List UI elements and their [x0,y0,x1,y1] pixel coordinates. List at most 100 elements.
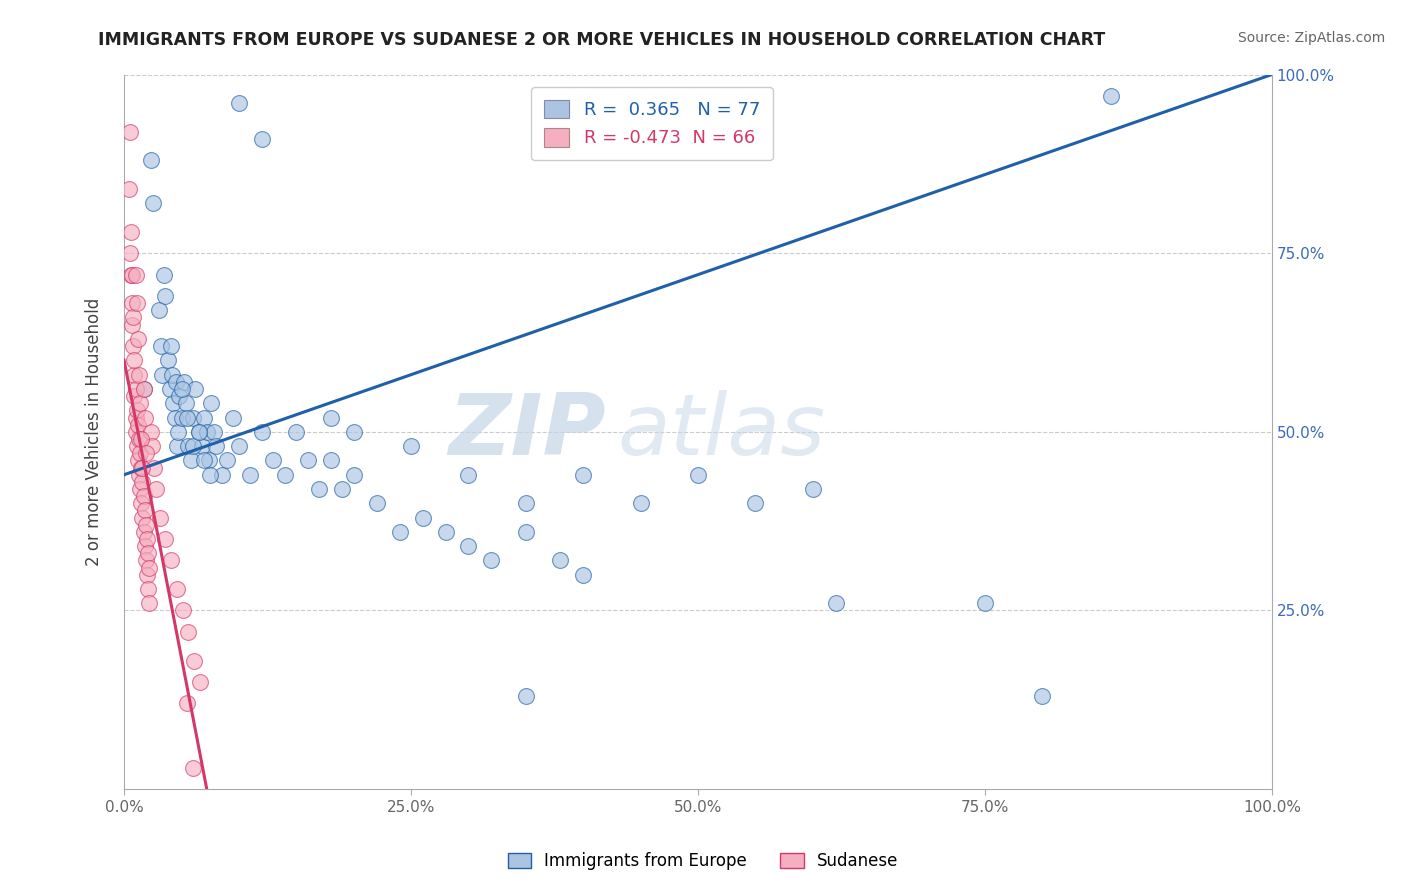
Point [139,425,162,439]
Point [131,496,153,510]
Point [274,467,297,482]
Point [193,453,215,467]
Point [122,339,145,353]
Point [129,482,152,496]
Point [122,310,145,325]
Point [434,524,457,539]
Point [131,475,153,489]
Point [202,425,225,439]
Point [162,368,184,382]
Point [200,396,222,410]
Point [239,467,262,482]
Point [143,460,166,475]
Point [118,246,141,260]
Point [124,368,146,382]
Point [173,375,195,389]
Text: IMMIGRANTS FROM EUROPE VS SUDANESE 2 OR MORE VEHICLES IN HOUSEHOLD CORRELATION C: IMMIGRANTS FROM EUROPE VS SUDANESE 2 OR … [98,31,1105,49]
Point [191,439,214,453]
Point [630,496,652,510]
Point [135,553,157,567]
Point [142,196,165,211]
Point [149,510,172,524]
Point [128,467,150,482]
Point [193,410,215,425]
Point [181,410,204,425]
Point [125,403,148,417]
Point [124,425,146,439]
Point [156,353,179,368]
Point [250,132,273,146]
Point [136,546,159,560]
Point [170,410,193,425]
Point [131,460,153,475]
Point [744,496,766,510]
Point [1099,89,1122,103]
Point [183,653,205,667]
Point [330,482,353,496]
Point [412,510,434,524]
Point [481,553,503,567]
Point [801,482,824,496]
Point [572,567,595,582]
Point [118,125,141,139]
Point [125,296,148,310]
Point [139,153,162,168]
Point [262,453,284,467]
Point [1031,690,1053,704]
Point [195,425,218,439]
Point [131,432,153,446]
Point [187,425,209,439]
Point [548,553,571,567]
Point [176,697,198,711]
Point [131,460,153,475]
Point [118,182,141,196]
Point [181,761,204,775]
Point [228,439,250,453]
Point [177,439,200,453]
Point [343,425,366,439]
Point [132,524,155,539]
Point [125,439,148,453]
Point [308,482,330,496]
Point [124,268,146,282]
Point [132,489,155,503]
Point [515,690,537,704]
Point [132,382,155,396]
Point [177,624,200,639]
Point [149,339,172,353]
Point [366,496,388,510]
Point [285,425,308,439]
Point [134,503,156,517]
Point [136,532,159,546]
Point [172,603,194,617]
Point [124,410,146,425]
Text: atlas: atlas [617,391,825,474]
Point [228,96,250,111]
Point [138,560,160,574]
Point [200,467,222,482]
Point [399,439,422,453]
Point [187,425,209,439]
Point [136,582,159,596]
Point [155,532,177,546]
Legend: Immigrants from Europe, Sudanese: Immigrants from Europe, Sudanese [501,846,905,877]
Point [515,524,537,539]
Point [127,332,149,346]
Point [121,296,143,310]
Point [138,596,160,610]
Point [205,439,228,453]
Point [120,225,142,239]
Point [124,382,146,396]
Point [129,446,152,460]
Point [165,375,187,389]
Point [824,596,846,610]
Point [129,396,152,410]
Point [686,467,709,482]
Point [155,289,177,303]
Point [222,410,245,425]
Point [250,425,273,439]
Point [515,496,537,510]
Point [120,268,142,282]
Text: Source: ZipAtlas.com: Source: ZipAtlas.com [1237,31,1385,45]
Point [217,453,239,467]
